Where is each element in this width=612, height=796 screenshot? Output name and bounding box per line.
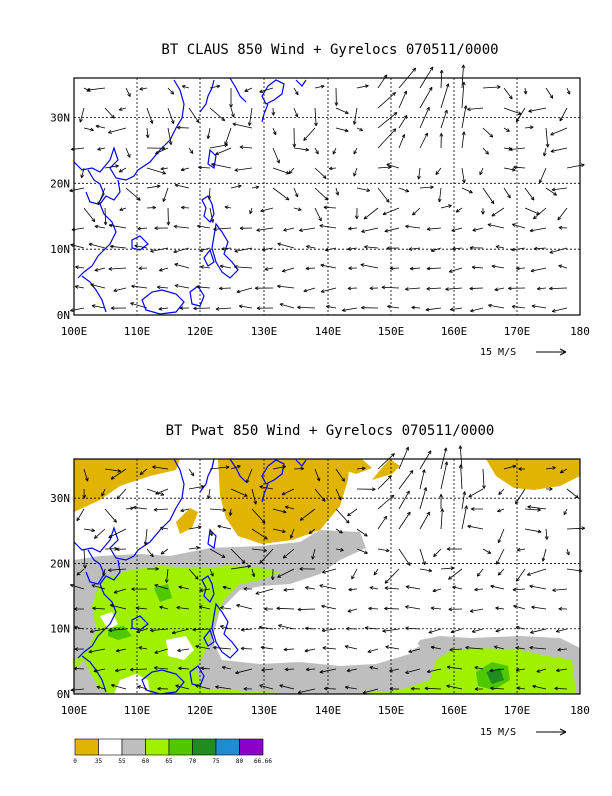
bottom-map	[70, 446, 585, 694]
top-map-reference-vector: 15 M/S	[480, 347, 566, 358]
longitude-label: 130E	[251, 325, 278, 338]
colorbar-label: 60	[142, 758, 150, 765]
top-map-title: BT CLAUS 850 Wind + Gyrelocs 070511/0000	[161, 42, 498, 58]
longitude-label: 160E	[441, 325, 468, 338]
bottom-map-title: BT Pwat 850 Wind + Gyrelocs 070511/0000	[166, 423, 495, 439]
longitude-label: 120E	[187, 704, 214, 717]
top-ref-vector-label: 15 M/S	[480, 347, 516, 358]
latitude-label: 30N	[50, 112, 70, 125]
colorbar-label: 35	[95, 758, 103, 765]
longitude-label: 150E	[378, 704, 405, 717]
longitude-label: 150E	[378, 325, 405, 338]
latitude-label: 20N	[50, 557, 70, 570]
bottom-map-latitude-labels: 30N 20N 10N 0N	[50, 492, 70, 701]
top-map-longitude-labels: 100E 110E 120E 130E 140E 150E 160E 170E 180	[61, 325, 590, 338]
longitude-label: 130E	[251, 704, 278, 717]
colorbar-swatch	[75, 739, 99, 755]
latitude-label: 30N	[50, 492, 70, 505]
bottom-map-longitude-labels: 100E 110E 120E 130E 140E 150E 160E 170E 180	[61, 704, 590, 717]
latitude-label: 10N	[50, 623, 70, 636]
colorbar-label: 80	[236, 758, 244, 765]
colorbar-label: 70	[189, 758, 197, 765]
latitude-label: 0N	[57, 309, 70, 322]
bottom-ref-vector-label: 15 M/S	[480, 727, 516, 738]
longitude-label: 180	[570, 704, 590, 717]
colorbar-swatch	[169, 739, 193, 755]
colorbar-swatch	[99, 739, 123, 755]
longitude-label: 160E	[441, 704, 468, 717]
latitude-label: 0N	[57, 688, 70, 701]
longitude-label: 180	[570, 325, 590, 338]
longitude-label: 110E	[124, 704, 151, 717]
longitude-label: 100E	[61, 704, 88, 717]
colorbar-swatch	[193, 739, 217, 755]
longitude-label: 170E	[504, 325, 531, 338]
longitude-label: 140E	[315, 704, 342, 717]
colorbar-label: 75	[212, 758, 220, 765]
colorbar-label: 65	[165, 758, 173, 765]
latitude-label: 20N	[50, 177, 70, 190]
longitude-label: 170E	[504, 704, 531, 717]
longitude-label: 110E	[124, 325, 151, 338]
latitude-label: 10N	[50, 243, 70, 256]
top-map	[70, 65, 585, 315]
top-map-latitude-labels: 30N 20N 10N 0N	[50, 112, 70, 323]
colorbar-label: 55	[118, 758, 126, 765]
longitude-label: 140E	[315, 325, 342, 338]
colorbar-label: 0	[73, 758, 77, 765]
colorbar-swatch	[122, 739, 146, 755]
longitude-label: 120E	[187, 325, 214, 338]
longitude-label: 100E	[61, 325, 88, 338]
bottom-map-reference-vector: 15 M/S	[480, 727, 566, 738]
colorbar-swatch	[146, 739, 170, 755]
colorbar: 0 35 55 60 65 70 75 80 66.66	[73, 739, 272, 765]
colorbar-label: 66.66	[254, 758, 272, 765]
colorbar-swatch	[240, 739, 264, 755]
colorbar-swatch	[216, 739, 240, 755]
